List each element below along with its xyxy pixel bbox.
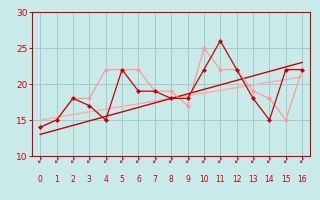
Text: 4: 4 [103, 175, 108, 184]
Text: 8: 8 [169, 175, 173, 184]
Text: 10: 10 [199, 175, 209, 184]
Text: ↙: ↙ [86, 156, 92, 165]
Text: ↙: ↙ [135, 156, 142, 165]
Text: ↙: ↙ [37, 156, 44, 165]
Text: ↙: ↙ [250, 156, 256, 165]
Text: ↙: ↙ [184, 156, 191, 165]
Text: 9: 9 [185, 175, 190, 184]
Text: 11: 11 [216, 175, 225, 184]
Text: ↙: ↙ [119, 156, 125, 165]
Text: 13: 13 [248, 175, 258, 184]
Text: ↙: ↙ [102, 156, 109, 165]
Text: ↙: ↙ [168, 156, 174, 165]
Text: 0: 0 [38, 175, 43, 184]
Text: 7: 7 [152, 175, 157, 184]
Text: ↙: ↙ [53, 156, 60, 165]
Text: ↙: ↙ [283, 156, 289, 165]
Text: 12: 12 [232, 175, 242, 184]
Text: 14: 14 [265, 175, 274, 184]
Text: 6: 6 [136, 175, 141, 184]
Text: ↙: ↙ [152, 156, 158, 165]
Text: 15: 15 [281, 175, 291, 184]
Text: ↙: ↙ [299, 156, 305, 165]
Text: ↙: ↙ [234, 156, 240, 165]
Text: ↙: ↙ [70, 156, 76, 165]
Text: 5: 5 [120, 175, 124, 184]
Text: 16: 16 [297, 175, 307, 184]
Text: 1: 1 [54, 175, 59, 184]
Text: ↙: ↙ [266, 156, 273, 165]
Text: 2: 2 [71, 175, 75, 184]
Text: ↙: ↙ [201, 156, 207, 165]
Text: ↙: ↙ [217, 156, 223, 165]
Text: 3: 3 [87, 175, 92, 184]
